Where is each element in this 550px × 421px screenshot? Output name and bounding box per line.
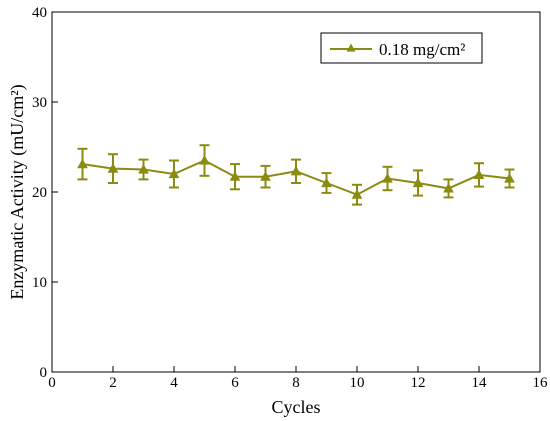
data-point-marker	[229, 171, 241, 181]
data-point-marker	[199, 154, 210, 165]
x-tick-label: 2	[109, 375, 117, 391]
legend-label: 0.18 mg/cm²	[379, 40, 465, 59]
y-axis-title: Enzymatic Activity (mU/cm²)	[7, 84, 28, 299]
y-tick-label: 0	[40, 365, 48, 381]
x-tick-label: 14	[472, 375, 488, 391]
data-point-marker	[473, 169, 485, 179]
x-tick-label: 10	[350, 375, 365, 391]
y-tick-label: 10	[32, 275, 47, 291]
x-tick-label: 6	[231, 375, 239, 391]
x-tick-label: 4	[170, 375, 178, 391]
x-axis-title: Cycles	[272, 397, 321, 417]
legend-marker	[346, 43, 356, 52]
data-point-marker	[138, 163, 149, 174]
data-markers	[77, 154, 515, 199]
data-point-marker	[382, 172, 393, 183]
x-tick-label: 16	[533, 375, 549, 391]
data-point-marker	[290, 165, 302, 176]
y-tick-label: 30	[32, 95, 47, 111]
x-tick-label: 0	[48, 375, 56, 391]
data-point-marker	[260, 171, 271, 181]
legend: 0.18 mg/cm²	[320, 32, 483, 64]
y-tick-label: 40	[32, 5, 47, 21]
plot-frame	[51, 11, 541, 373]
tick-labels: 0 2 4 6 8 10 12 14 16 0 10 20 30 40	[32, 5, 548, 391]
data-point-marker	[77, 158, 88, 169]
data-point-marker	[351, 189, 363, 199]
axis-ticks	[51, 11, 541, 373]
y-tick-label: 20	[32, 185, 47, 201]
data-point-marker	[321, 177, 332, 188]
x-tick-label: 12	[411, 375, 426, 391]
data-point-marker	[504, 172, 515, 183]
data-point-marker	[412, 177, 424, 188]
x-tick-label: 8	[292, 375, 300, 391]
data-point-marker	[443, 182, 454, 193]
data-point-marker	[168, 168, 180, 179]
data-point-marker	[107, 163, 119, 173]
